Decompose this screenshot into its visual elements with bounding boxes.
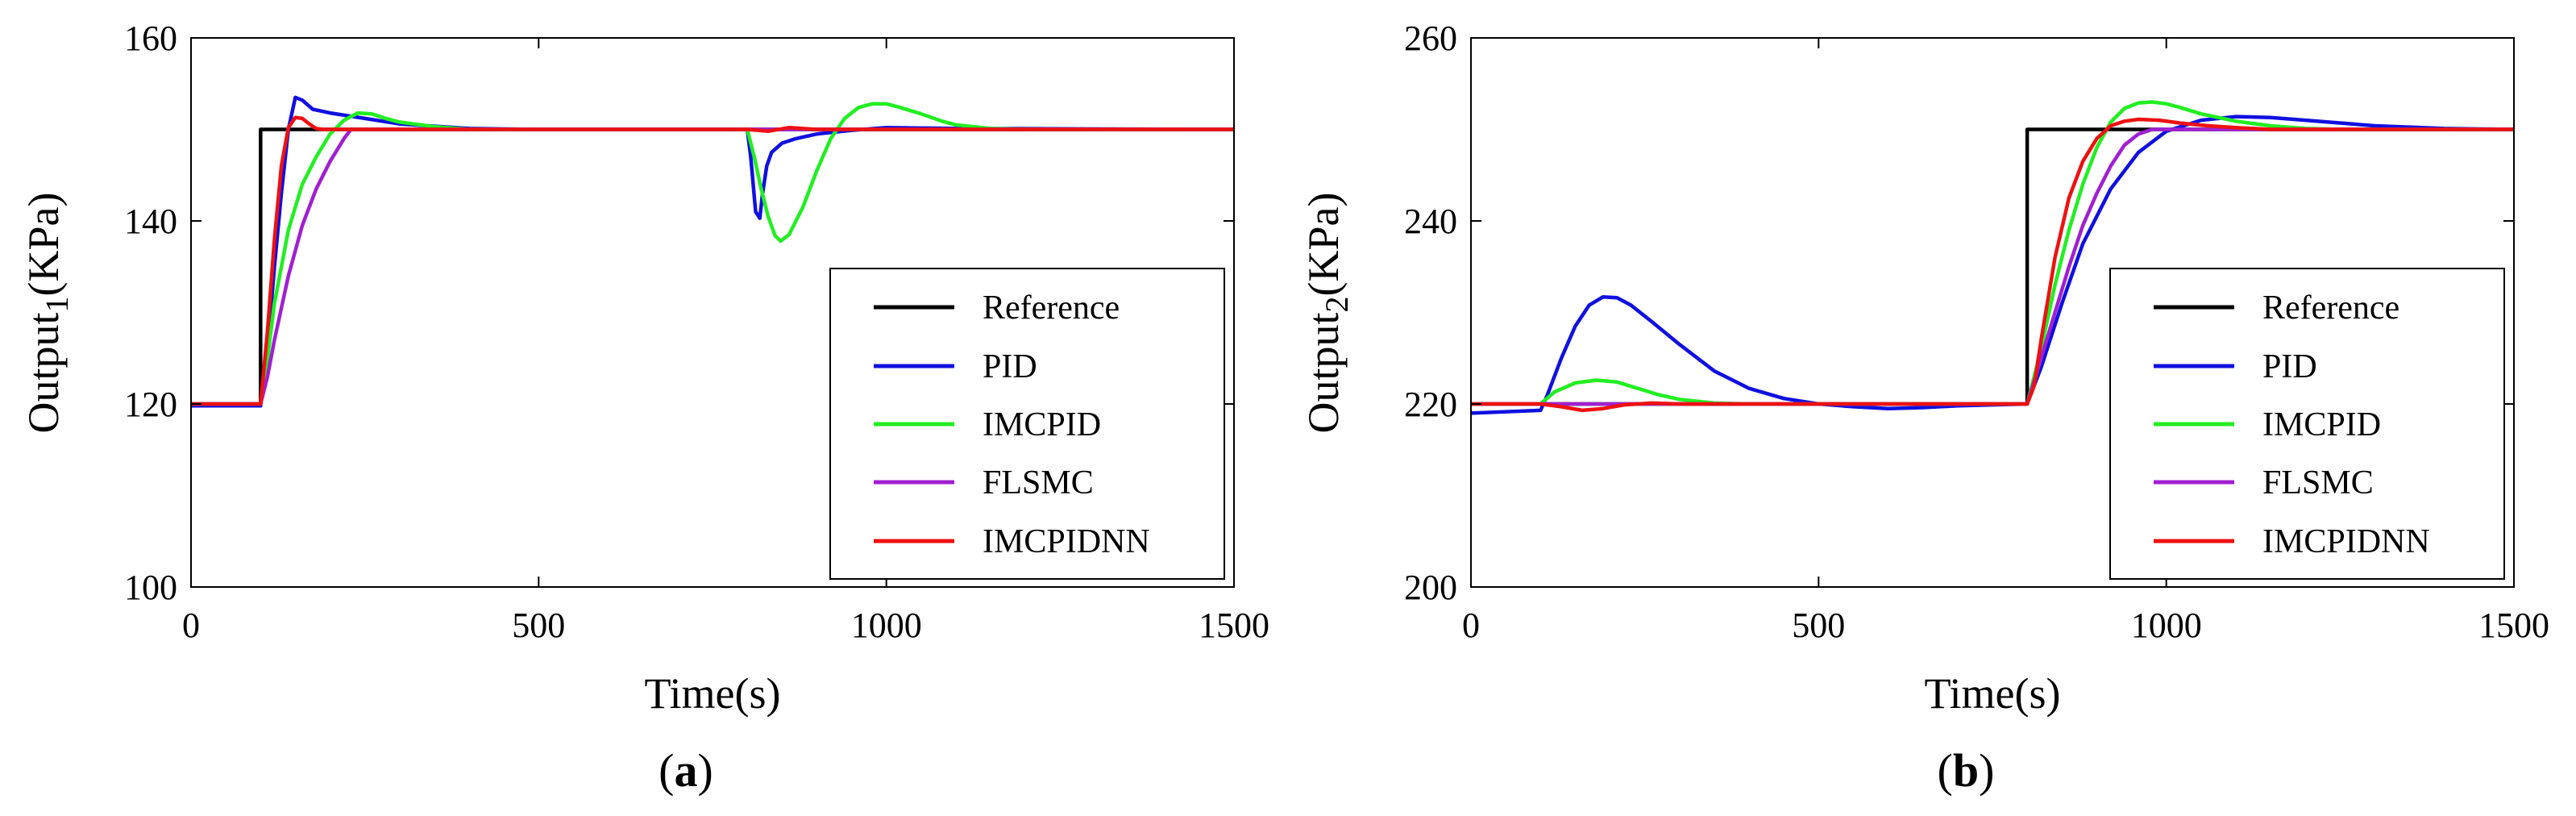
x-tick-label: 0 [182, 606, 200, 645]
x-tick-label: 500 [512, 606, 565, 645]
panel-letter-b: b [1953, 744, 1979, 797]
x-tick-label: 0 [1462, 606, 1480, 645]
y-tick-label: 140 [124, 202, 177, 241]
legend-b: Reference PID IMCPID FLSMC IMCPIDNN [2109, 268, 2505, 580]
y-axis-label-main: Output [19, 312, 68, 433]
y-tick-label: 100 [124, 568, 177, 607]
y-axis-label: Output2(KPa) [1299, 193, 1355, 434]
legend-label: Reference [2262, 289, 2399, 327]
y-axis-label-sub: 1 [39, 296, 75, 312]
x-tick-label: 1500 [2478, 606, 2549, 645]
x-tick-label: 1000 [2131, 606, 2202, 645]
chart-panel-a: 0 500 1000 1500 100 120 140 160 Time(s) … [19, 19, 1269, 797]
legend-a: Reference PID IMCPID FLSMC IMCPIDNN [829, 268, 1225, 580]
y-tick-label: 120 [124, 385, 177, 424]
x-axis-label: Time(s) [644, 669, 780, 718]
legend-label: IMCPID [2262, 406, 2381, 443]
y-axis-label-sub: 2 [1319, 296, 1355, 312]
y-axis-label-unit: (KPa) [1299, 193, 1348, 297]
panel-label-a: (a) [659, 744, 713, 797]
y-tick-label: 240 [1404, 202, 1457, 241]
series-line-imcpid [191, 102, 1234, 406]
y-axis-label-unit: (KPa) [19, 193, 68, 297]
x-tick-label: 1000 [851, 606, 922, 645]
series-line-imcpid [1471, 100, 2514, 406]
y-axis-label-main: Output [1299, 312, 1348, 433]
legend-label: Reference [983, 289, 1120, 327]
legend-label: IMCPIDNN [983, 523, 1150, 560]
legend-label: PID [2262, 348, 2317, 385]
x-axis-label: Time(s) [1924, 669, 2060, 718]
legend-label: IMCPID [983, 406, 1101, 443]
series-group-a [191, 95, 1235, 408]
chart-panel-b: 0 500 1000 1500 200 220 240 260 Time(s) … [1299, 19, 2549, 797]
series-line-imcpidnn [1471, 117, 2514, 413]
legend-label: IMCPIDNN [2262, 523, 2430, 560]
series-group-b [1470, 100, 2515, 415]
y-axis-label: Output1(KPa) [19, 193, 75, 434]
y-tick-label: 260 [1404, 19, 1457, 58]
plot-frame-b [1470, 37, 2515, 588]
x-tick-label: 1500 [1199, 606, 1269, 645]
plot-frame-a [190, 37, 1235, 588]
y-tick-label: 200 [1404, 568, 1457, 607]
panel-letter-a: a [675, 744, 698, 797]
y-tick-label: 220 [1404, 385, 1457, 424]
x-tick-label: 500 [1792, 606, 1845, 645]
legend-label: FLSMC [2262, 464, 2374, 502]
panel-label-b: (b) [1938, 744, 1995, 797]
ticks-a [190, 38, 1235, 587]
legend-label: FLSMC [983, 464, 1094, 502]
y-tick-label: 160 [124, 19, 177, 58]
series-line-imcpidnn [191, 115, 1234, 406]
legend-label: PID [983, 348, 1037, 385]
